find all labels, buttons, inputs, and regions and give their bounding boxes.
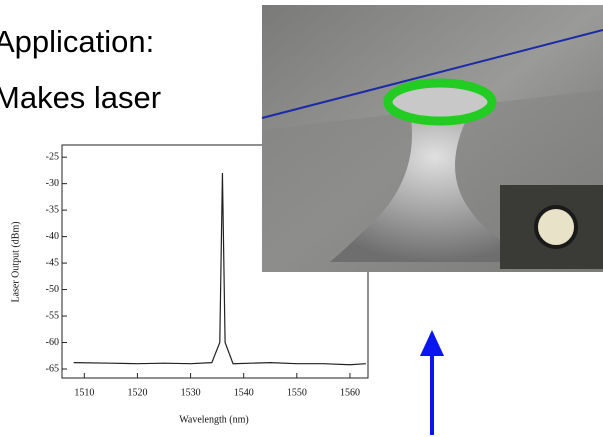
ring bbox=[383, 78, 497, 126]
y-tick-label: -50 bbox=[46, 284, 59, 295]
arrow-head bbox=[420, 330, 444, 356]
spectrum-chart: Wavelength (nm) Laser Output (dBm) -25 -3… bbox=[10, 144, 369, 425]
slide-text: Application: bbox=[0, 24, 154, 59]
y-tick-label: -40 bbox=[46, 231, 59, 242]
y-tick-label: -35 bbox=[46, 204, 59, 215]
inset-disk bbox=[534, 205, 578, 249]
x-tick-label: 1560 bbox=[340, 387, 360, 398]
x-axis-label: Wavelength (nm) bbox=[179, 414, 248, 425]
x-tick-label: 1550 bbox=[287, 387, 307, 398]
x-tick-label: 1540 bbox=[234, 387, 254, 398]
x-tick-label: 1530 bbox=[181, 387, 201, 398]
render-image bbox=[261, 5, 603, 272]
y-tick-label: -25 bbox=[46, 151, 59, 162]
fiber-line bbox=[261, 29, 603, 119]
y-axis-label: Laser Output (dBm) bbox=[10, 221, 21, 302]
x-tick-label: 1520 bbox=[127, 387, 147, 398]
y-tick-label: -65 bbox=[46, 363, 59, 374]
y-tick-label: -30 bbox=[46, 178, 59, 189]
y-tick-label: -55 bbox=[46, 310, 59, 321]
slide-text: Makes laser bbox=[0, 80, 161, 115]
y-tick-label: -60 bbox=[46, 337, 59, 348]
spectrum-line bbox=[73, 173, 366, 366]
x-tick-label: 1510 bbox=[74, 387, 94, 398]
y-tick-label: -45 bbox=[46, 257, 59, 268]
pillar bbox=[330, 112, 540, 262]
